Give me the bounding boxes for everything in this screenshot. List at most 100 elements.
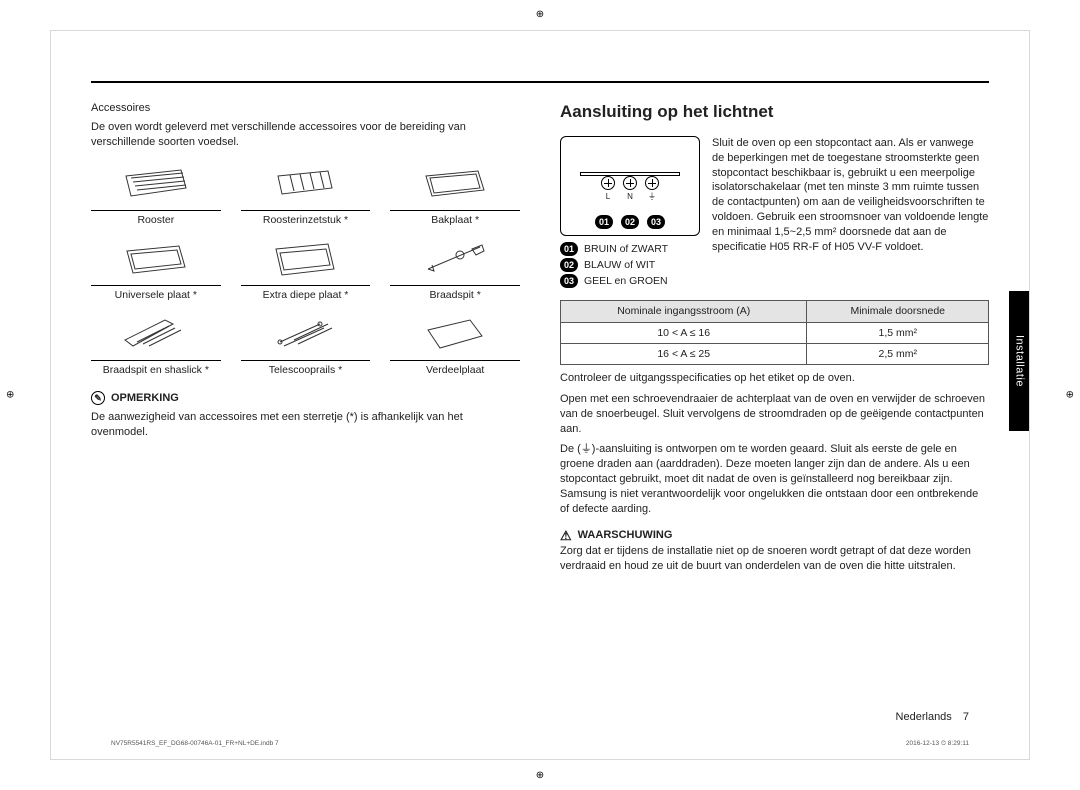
accessory-icon: [241, 160, 371, 208]
table-header-cell: Nominale ingangsstroom (A): [561, 301, 807, 322]
connection-row: L N ⏚ 01 02 03 01 BRUIN of ZWART 02 BLAUW of WI…: [560, 136, 989, 291]
connection-heading: Aansluiting op het lichtnet: [560, 101, 989, 124]
accessory-label: Rooster: [91, 213, 221, 227]
accessory-icon: [241, 310, 371, 358]
accessory-label: Roosterinzetstuk *: [241, 213, 371, 227]
table-head-row: Nominale ingangsstroom (A)Minimale doors…: [561, 301, 989, 322]
para-open-backplate: Open met een schroevendraaier de achterp…: [560, 392, 989, 437]
crop-mark-bottom: ⊕: [536, 769, 544, 783]
accessory-cell: Verdeelplaat: [390, 310, 520, 377]
note-label: OPMERKING: [111, 391, 179, 406]
terminal-label: ⏚: [648, 192, 656, 203]
connection-text: Sluit de oven op een stopcontact aan. Al…: [712, 136, 989, 291]
accessory-cell: Braadspit en shaslick *: [91, 310, 221, 377]
accessory-label: Universele plaat *: [91, 288, 221, 302]
accessory-label: Bakplaat *: [390, 213, 520, 227]
warning-heading: ⚠ WAARSCHUWING: [560, 527, 989, 545]
accessory-icon: [390, 235, 520, 283]
footer-language: Nederlands: [896, 711, 952, 723]
table-body: 10 < A ≤ 161,5 mm²16 < A ≤ 252,5 mm²: [561, 322, 989, 364]
terminal-screw-icon: [601, 176, 615, 190]
accessory-label: Telescooprails *: [241, 363, 371, 377]
legend-badge: 02: [560, 258, 578, 272]
accessory-label: Braadspit *: [390, 288, 520, 302]
section-tab: Installatie: [1009, 291, 1029, 431]
table-cell: 16 < A ≤ 25: [561, 343, 807, 364]
diagram-block: L N ⏚ 01 02 03 01 BRUIN of ZWART 02 BLAUW of WI…: [560, 136, 700, 291]
wire-legend: 01 BRUIN of ZWART 02 BLAUW of WIT 03 GEEL en …: [560, 242, 700, 289]
accessory-separator: [91, 210, 221, 211]
imprint-left: NV75R5541RS_EF_DG68-00746A-01_FR+NL+DE.i…: [111, 740, 279, 749]
accessory-cell: Roosterinzetstuk *: [241, 160, 371, 227]
legend-badge: 01: [560, 242, 578, 256]
legend-text: GEEL en GROEN: [584, 274, 668, 288]
badge-row: 01 02 03: [595, 215, 665, 229]
terminal-label: N: [627, 192, 633, 203]
terminal: N: [623, 176, 637, 203]
top-rule: [91, 81, 989, 83]
table-cell: 1,5 mm²: [807, 322, 989, 343]
crop-mark-top: ⊕: [536, 8, 544, 22]
accessory-separator: [91, 285, 221, 286]
terminal-row: L N ⏚: [601, 176, 659, 203]
accessory-separator: [241, 285, 371, 286]
accessory-label: Extra diepe plaat *: [241, 288, 371, 302]
accessory-separator: [241, 210, 371, 211]
terminal-screw-icon: [623, 176, 637, 190]
table-cell: 2,5 mm²: [807, 343, 989, 364]
page-frame: Accessoires De oven wordt geleverd met v…: [50, 30, 1030, 760]
table-row: 16 < A ≤ 252,5 mm²: [561, 343, 989, 364]
accessory-separator: [390, 285, 520, 286]
crop-mark-right: ⊕: [1066, 388, 1074, 402]
table-row: 10 < A ≤ 161,5 mm²: [561, 322, 989, 343]
accessory-separator: [390, 360, 520, 361]
accessories-title: Accessoires: [91, 101, 520, 116]
accessory-cell: Rooster: [91, 160, 221, 227]
terminal: L: [601, 176, 615, 203]
accessory-cell: Telescooprails *: [241, 310, 371, 377]
accessory-cell: Braadspit *: [390, 235, 520, 302]
accessory-label: Verdeelplaat: [390, 363, 520, 377]
accessories-intro: De oven wordt geleverd met verschillende…: [91, 120, 520, 150]
terminal-screw-icon: [645, 176, 659, 190]
terminal: ⏚: [645, 176, 659, 203]
cable-spec-table: Nominale ingangsstroom (A)Minimale doors…: [560, 300, 989, 365]
accessory-icon: [390, 310, 520, 358]
wire-number-badge: 03: [647, 215, 665, 229]
crop-mark-left: ⊕: [6, 388, 14, 402]
wire-number-badge: 01: [595, 215, 613, 229]
footer-page-number: 7: [963, 710, 969, 725]
accessory-cell: Universele plaat *: [91, 235, 221, 302]
table-header-cell: Minimale doorsnede: [807, 301, 989, 322]
legend-badge: 03: [560, 274, 578, 288]
legend-text: BLAUW of WIT: [584, 258, 655, 272]
para-earth: De (⏚)-aansluiting is ontworpen om te wo…: [560, 442, 989, 516]
warning-label: WAARSCHUWING: [578, 528, 673, 543]
page-footer: Nederlands 7: [896, 710, 969, 725]
right-column: Aansluiting op het lichtnet L N ⏚ 01 02 03 0…: [560, 101, 989, 580]
note-body: De aanwezigheid van accessoires met een …: [91, 410, 520, 440]
terminal-label: L: [606, 192, 610, 203]
accessory-icon: [390, 160, 520, 208]
accessory-cell: Bakplaat *: [390, 160, 520, 227]
two-column-layout: Accessoires De oven wordt geleverd met v…: [91, 101, 989, 580]
legend-row: 03 GEEL en GROEN: [560, 274, 700, 288]
accessory-separator: [241, 360, 371, 361]
legend-row: 02 BLAUW of WIT: [560, 258, 700, 272]
left-column: Accessoires De oven wordt geleverd met v…: [91, 101, 520, 580]
legend-row: 01 BRUIN of ZWART: [560, 242, 700, 256]
table-cell: 10 < A ≤ 16: [561, 322, 807, 343]
legend-text: BRUIN of ZWART: [584, 242, 668, 256]
note-icon: ✎: [91, 391, 105, 405]
accessory-icon: [91, 310, 221, 358]
accessory-separator: [91, 360, 221, 361]
wire-number-badge: 02: [621, 215, 639, 229]
warning-body: Zorg dat er tijdens de installatie niet …: [560, 544, 989, 574]
accessory-cell: Extra diepe plaat *: [241, 235, 371, 302]
para-check-label: Controleer de uitgangsspecificaties op h…: [560, 371, 989, 386]
accessory-icon: [91, 235, 221, 283]
accessory-icon: [91, 160, 221, 208]
accessories-grid: Rooster Roosterinzetstuk * Bakplaat * Unive…: [91, 160, 520, 378]
note-heading: ✎ OPMERKING: [91, 391, 520, 406]
accessory-icon: [241, 235, 371, 283]
